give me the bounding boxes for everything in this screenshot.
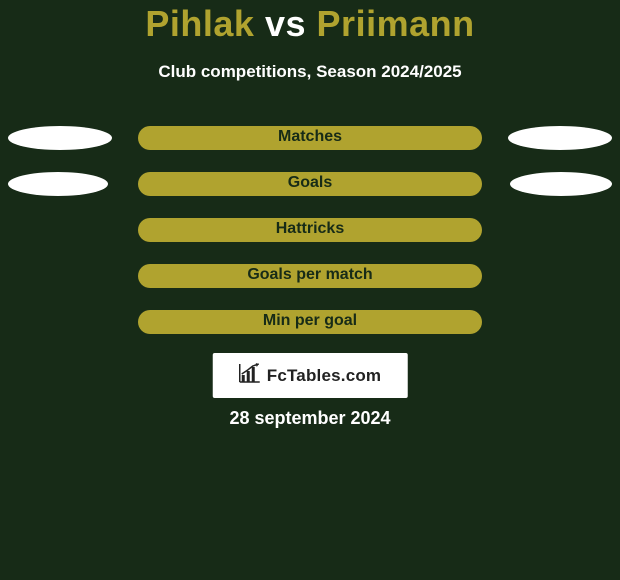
logo-badge: FcTables.com: [213, 353, 408, 398]
value-bubble-right: [508, 126, 612, 150]
date-stamp: 28 september 2024: [0, 408, 620, 429]
comparison-row: Matches: [0, 126, 620, 150]
title-player-a: Pihlak: [145, 3, 254, 44]
title-vs: vs: [265, 3, 306, 44]
comparison-infographic: Pihlak vs Priimann Club competitions, Se…: [0, 0, 620, 580]
value-bubble-left: [8, 172, 108, 196]
page-title: Pihlak vs Priimann: [0, 3, 620, 45]
comparison-row: Goals per match: [0, 264, 620, 288]
logo-text: FcTables.com: [267, 366, 382, 386]
bar-chart-icon: [239, 363, 261, 388]
value-bubble-left: [8, 126, 112, 150]
subtitle: Club competitions, Season 2024/2025: [0, 62, 620, 82]
comparison-row: Goals: [0, 172, 620, 196]
row-label: Goals per match: [0, 266, 620, 284]
title-player-b: Priimann: [317, 3, 475, 44]
row-label: Hattricks: [0, 220, 620, 238]
comparison-rows: Matches Goals Hattricks Goals per match Min …: [0, 126, 620, 356]
logo: FcTables.com: [239, 363, 382, 388]
row-label: Min per goal: [0, 312, 620, 330]
value-bubble-right: [510, 172, 612, 196]
comparison-row: Min per goal: [0, 310, 620, 334]
comparison-row: Hattricks: [0, 218, 620, 242]
